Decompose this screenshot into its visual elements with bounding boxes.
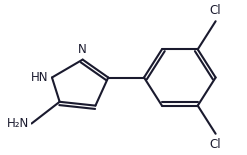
Text: Cl: Cl bbox=[210, 4, 221, 17]
Text: N: N bbox=[78, 43, 87, 56]
Text: Cl: Cl bbox=[210, 138, 221, 151]
Text: H₂N: H₂N bbox=[7, 117, 29, 130]
Text: HN: HN bbox=[31, 71, 48, 84]
